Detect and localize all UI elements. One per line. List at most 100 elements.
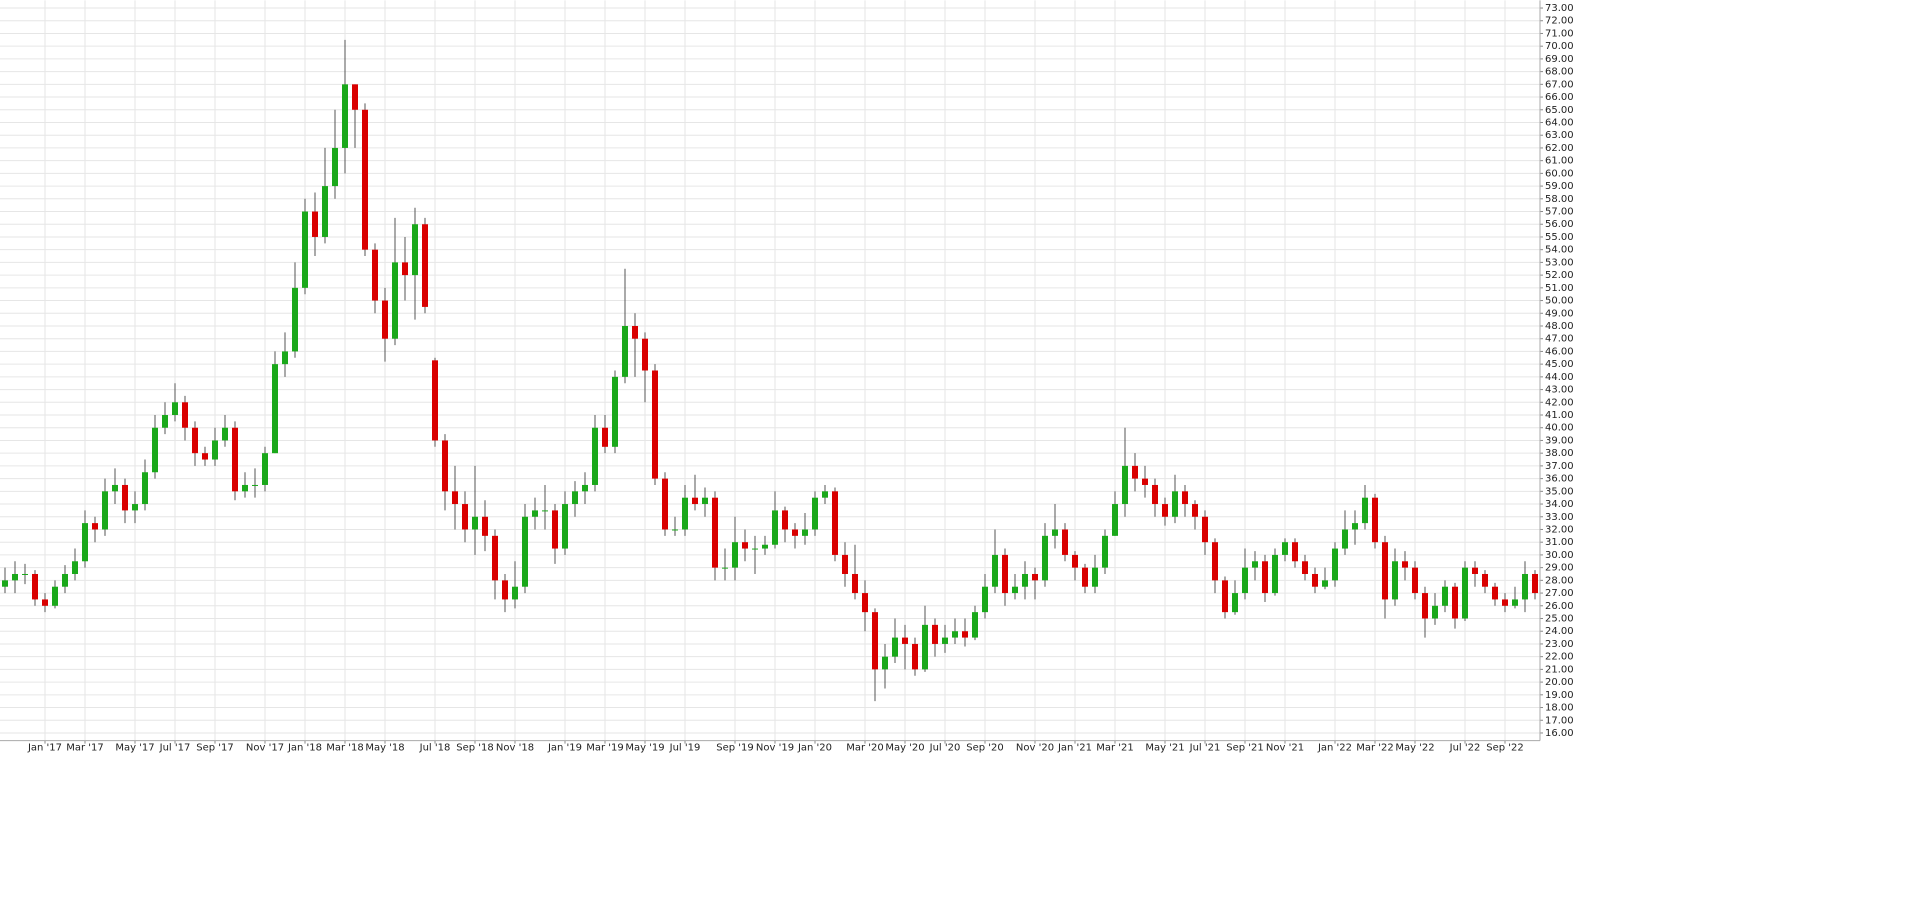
y-tick-label: 46.00 — [1545, 346, 1574, 357]
candle-body — [752, 548, 758, 550]
candle-body — [212, 440, 218, 460]
candle-body — [962, 631, 968, 638]
candle-body — [982, 586, 988, 613]
candle-body — [672, 529, 678, 531]
candle-body — [822, 491, 828, 498]
candle-body — [332, 147, 338, 187]
x-tick-label: Jul '21 — [1189, 743, 1221, 754]
candle-body — [542, 510, 548, 512]
y-tick-label: 42.00 — [1545, 397, 1574, 408]
y-tick-label: 40.00 — [1545, 423, 1574, 434]
candle-body — [1082, 567, 1088, 587]
candle-body — [1352, 523, 1358, 530]
candle-body — [102, 491, 108, 530]
candle-body — [902, 637, 908, 644]
candle-body — [1202, 516, 1208, 543]
candle-body — [1252, 561, 1258, 568]
candle-body — [192, 427, 198, 454]
candle-body — [1262, 561, 1268, 594]
candle-body — [362, 109, 368, 250]
candle-body — [432, 360, 438, 441]
candle-body — [262, 453, 268, 485]
candle-body — [1482, 573, 1488, 587]
y-tick-label: 36.00 — [1545, 474, 1574, 485]
candle-body — [532, 510, 538, 517]
x-tick-label: May '20 — [885, 743, 924, 754]
candle-body — [932, 624, 938, 644]
candle-body — [142, 472, 148, 505]
y-tick-label: 44.00 — [1545, 372, 1574, 383]
candle-body — [792, 529, 798, 536]
candle-body — [122, 484, 128, 511]
candle-body — [492, 535, 498, 581]
candle-body — [582, 484, 588, 492]
x-tick-label: Jan '19 — [547, 743, 582, 754]
candle-body — [1522, 573, 1528, 600]
candle-body — [732, 542, 738, 568]
candle-body — [1312, 573, 1318, 587]
candle-body — [382, 300, 388, 339]
candle-body — [992, 554, 998, 587]
candle-body — [1532, 573, 1538, 594]
candle-body — [882, 656, 888, 670]
candle-body — [912, 643, 918, 670]
candle-body — [1472, 567, 1478, 574]
x-tick-label: May '17 — [115, 743, 154, 754]
x-tick-label: Nov '18 — [496, 743, 534, 754]
candle-body — [312, 211, 318, 237]
candle-body — [862, 593, 868, 613]
y-tick-label: 63.00 — [1545, 130, 1574, 141]
x-tick-label: Jan '20 — [797, 743, 832, 754]
x-tick-label: Mar '19 — [586, 743, 624, 754]
y-tick-label: 61.00 — [1545, 156, 1574, 167]
candle-body — [32, 573, 38, 600]
candle-body — [942, 637, 948, 644]
y-tick-label: 60.00 — [1545, 168, 1574, 179]
candle-body — [1362, 497, 1368, 524]
candle-body — [82, 523, 88, 562]
y-tick-label: 69.00 — [1545, 54, 1574, 65]
y-tick-label: 54.00 — [1545, 245, 1574, 256]
candle-body — [1162, 504, 1168, 517]
y-tick-label: 19.00 — [1545, 690, 1574, 701]
candle-body — [872, 612, 878, 670]
candle-body — [782, 510, 788, 530]
candle-body — [662, 478, 668, 530]
candle-body — [562, 504, 568, 549]
x-tick-label: Jan '18 — [287, 743, 322, 754]
y-tick-label: 68.00 — [1545, 67, 1574, 78]
y-tick-label: 45.00 — [1545, 359, 1574, 370]
candle-body — [1462, 567, 1468, 619]
candle-body — [842, 554, 848, 574]
candle-body — [1402, 561, 1408, 568]
candle-body — [1052, 529, 1058, 536]
x-tick-label: Sep '18 — [456, 743, 494, 754]
candle-body — [622, 325, 628, 377]
candle-body — [1092, 567, 1098, 587]
candle-body — [222, 427, 228, 441]
x-tick-label: May '19 — [625, 743, 664, 754]
candle-body — [322, 186, 328, 237]
candle-body — [1142, 478, 1148, 485]
y-tick-label: 34.00 — [1545, 499, 1574, 510]
y-tick-label: 67.00 — [1545, 79, 1574, 90]
candle-body — [1412, 567, 1418, 594]
y-tick-label: 39.00 — [1545, 435, 1574, 446]
candle-body — [892, 637, 898, 657]
candle-body — [2, 580, 8, 587]
candle-body — [1302, 561, 1308, 574]
candle-body — [742, 542, 748, 549]
y-tick-label: 29.00 — [1545, 563, 1574, 574]
candle-body — [1242, 567, 1248, 594]
candle-body — [272, 364, 278, 454]
candle-body — [452, 491, 458, 505]
candle-body — [242, 484, 248, 492]
x-tick-label: Mar '22 — [1356, 743, 1394, 754]
x-tick-label: Sep '20 — [966, 743, 1004, 754]
candle-body — [1432, 605, 1438, 619]
y-tick-label: 25.00 — [1545, 614, 1574, 625]
x-tick-label: Nov '21 — [1266, 743, 1304, 754]
y-tick-label: 73.00 — [1545, 3, 1574, 14]
y-tick-label: 71.00 — [1545, 28, 1574, 39]
